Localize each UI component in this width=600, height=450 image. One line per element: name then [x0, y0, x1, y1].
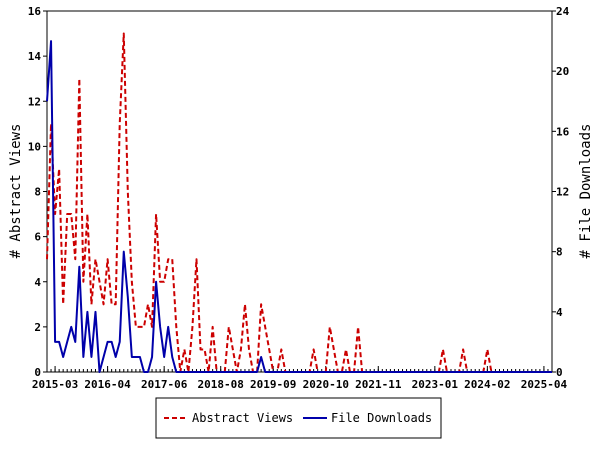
x-tick-label: 2020-10 [303, 378, 349, 391]
y2-tick-label: 16 [556, 125, 570, 138]
y-axis-title: # Abstract Views [8, 124, 24, 259]
x-tick-label: 2024-02 [464, 378, 510, 391]
y-tick-label: 0 [34, 366, 41, 379]
legend-label-abstract-views: Abstract Views [192, 411, 293, 425]
y2-tick-label: 0 [556, 366, 563, 379]
x-tick-label: 2019-09 [250, 378, 296, 391]
y2-tick-label: 24 [556, 5, 570, 18]
x-tick-label: 2025-04 [521, 378, 568, 391]
x-tick-label: 2021-11 [355, 378, 402, 391]
y-tick-label: 2 [34, 321, 41, 334]
series-line-file-downloads [46, 40, 552, 373]
y-tick-label: 6 [34, 231, 41, 244]
y-tick-label: 16 [28, 5, 42, 18]
x-tick-label: 2016-04 [84, 378, 131, 391]
legend-box [155, 397, 442, 439]
y-tick-label: 14 [28, 50, 42, 63]
y2-axis-title: # File Downloads [578, 124, 594, 259]
y-tick-label: 10 [28, 140, 41, 153]
series-layer [46, 32, 552, 373]
right-axis-ticks: 0 4 8 12 16 20 24 [552, 5, 570, 379]
x-tick-label: 2015-03 [32, 378, 78, 391]
legend: Abstract Views File Downloads [155, 397, 442, 439]
y2-tick-label: 20 [556, 65, 569, 78]
x-tick-label: 2023-01 [412, 378, 459, 391]
y2-tick-label: 12 [556, 186, 569, 199]
y-tick-label: 12 [28, 95, 41, 108]
y2-tick-label: 4 [556, 306, 563, 319]
legend-label-file-downloads: File Downloads [331, 411, 432, 425]
y-tick-label: 8 [34, 186, 41, 199]
plot-area [46, 10, 553, 373]
y2-tick-label: 8 [556, 246, 563, 259]
y-tick-label: 4 [34, 276, 41, 289]
left-axis-ticks: 0 2 4 6 8 10 12 14 16 [28, 5, 47, 379]
x-tick-label: 2018-08 [198, 378, 244, 391]
series-line-abstract-views [46, 32, 552, 373]
x-tick-label: 2017-06 [141, 378, 188, 391]
